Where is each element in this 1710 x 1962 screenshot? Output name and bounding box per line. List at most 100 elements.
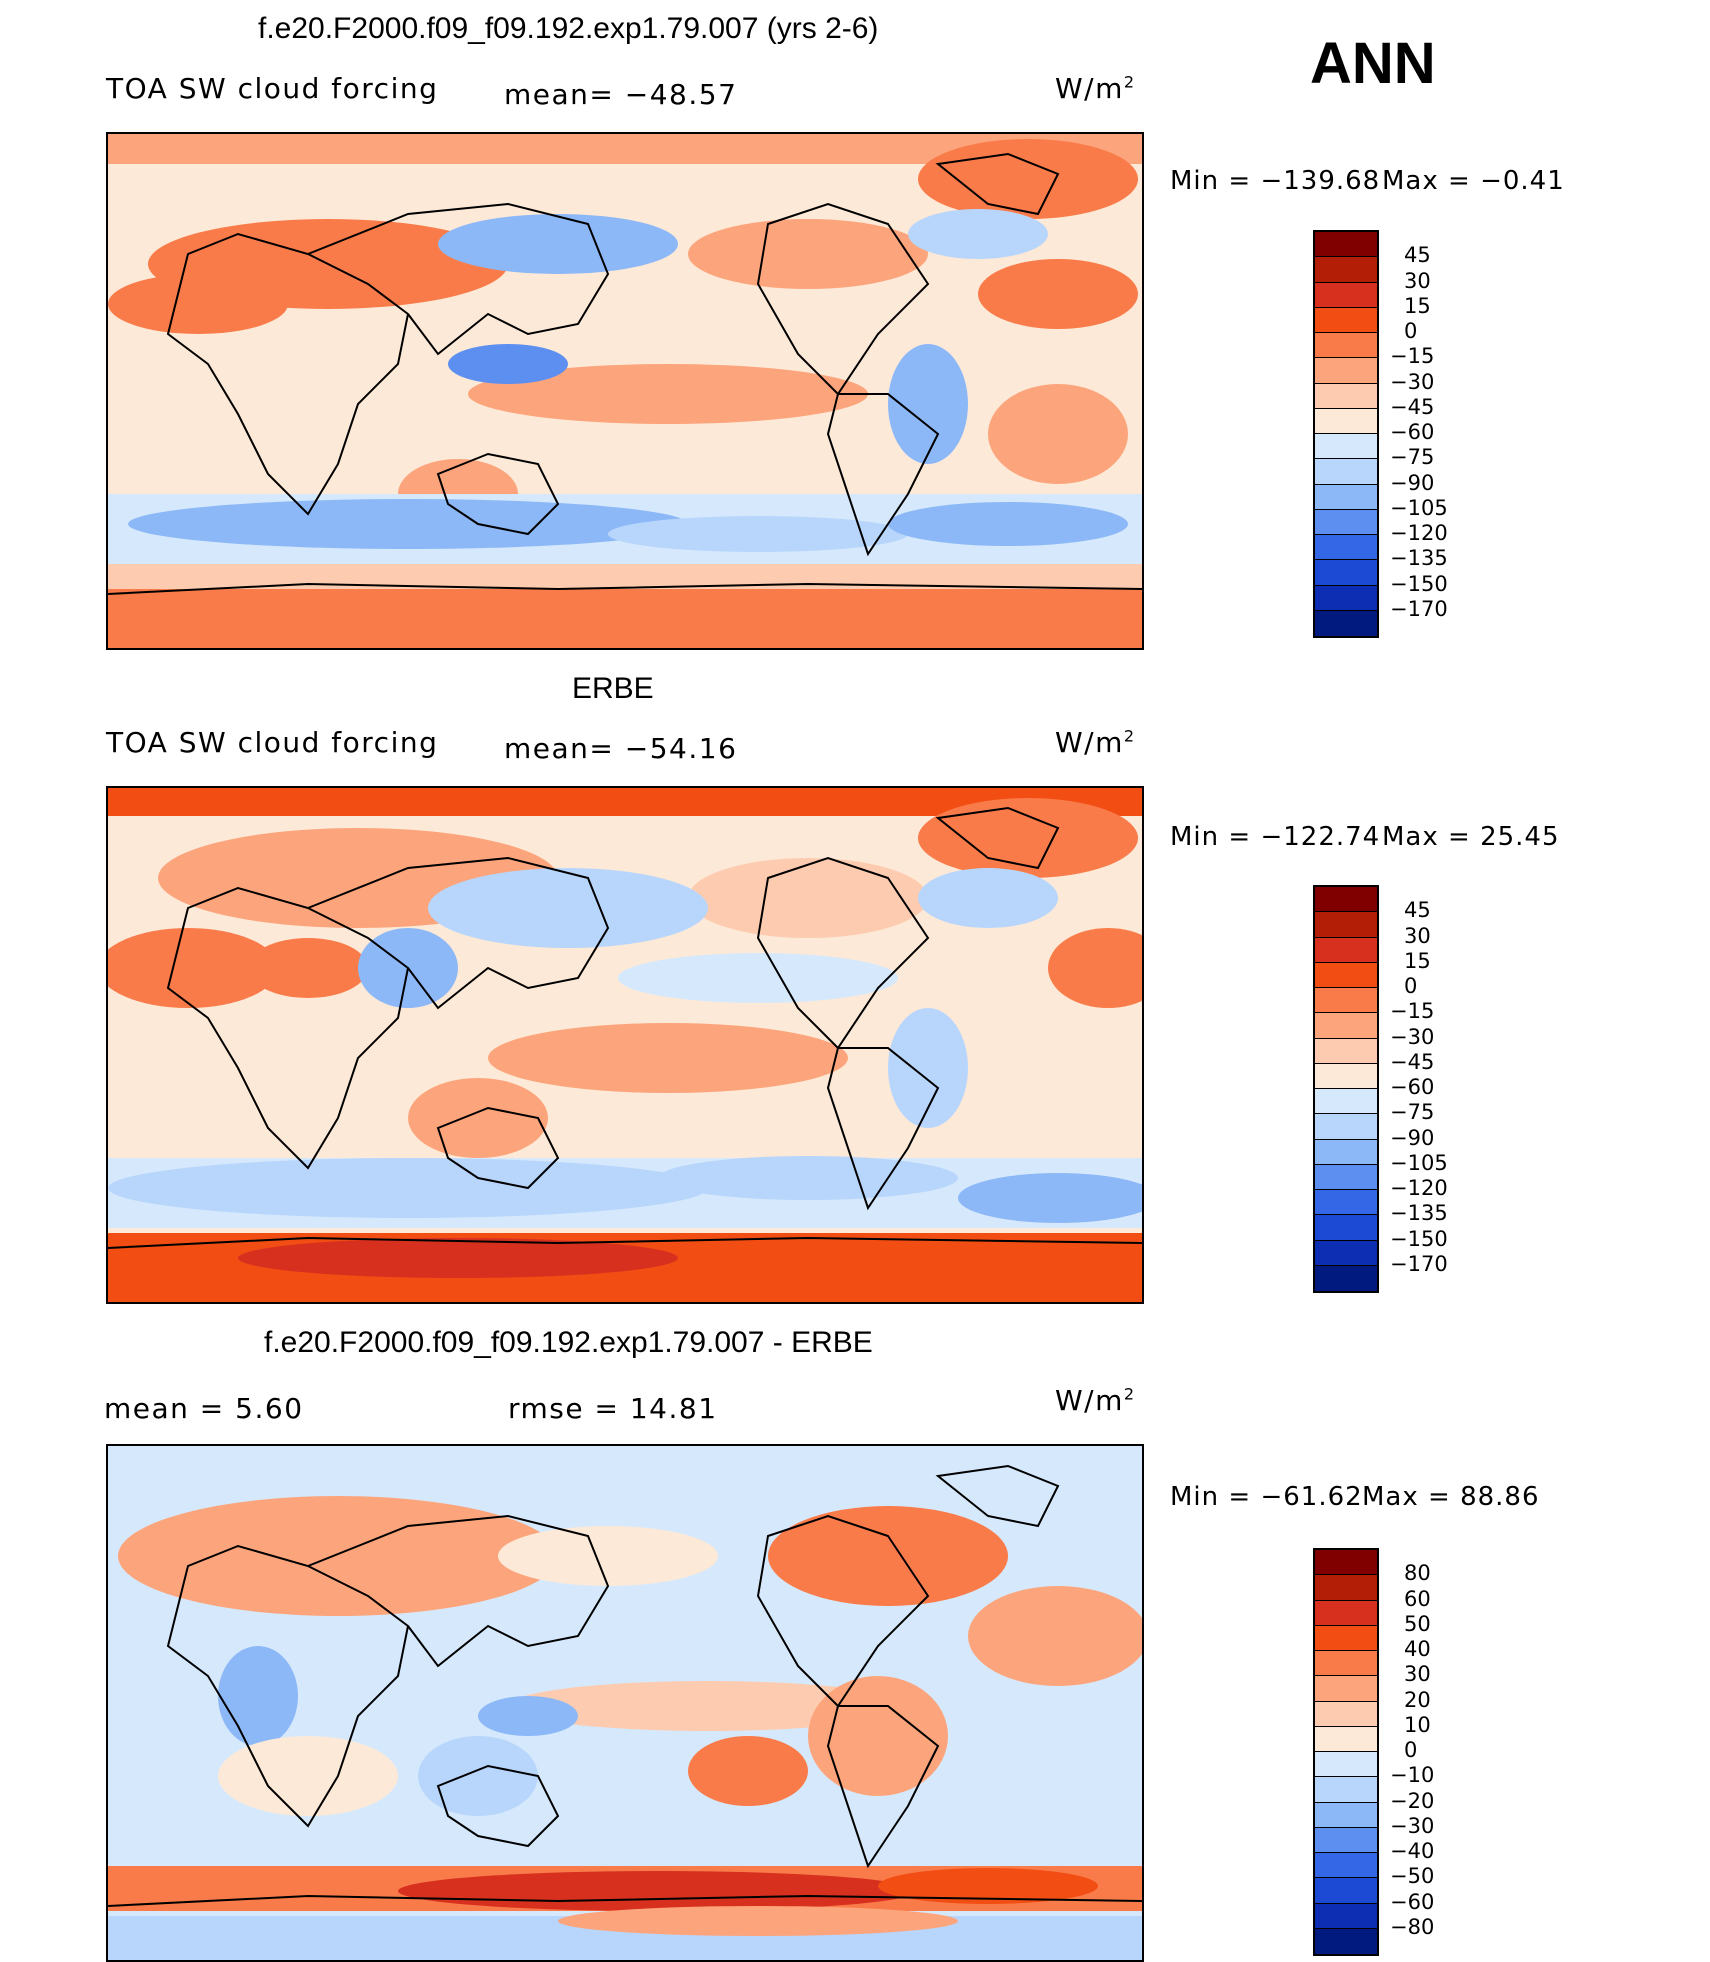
- colorbar-tick-label: 80: [1404, 1561, 1431, 1586]
- colorbar-tick-label: −135: [1390, 1201, 1448, 1226]
- panel2-mean: mean= −54.16: [504, 732, 738, 765]
- colorbar-tick-label: −15: [1390, 999, 1435, 1024]
- colorbar-tick-label: 0: [1404, 319, 1418, 343]
- colorbar-swatch: [1315, 1164, 1377, 1190]
- colorbar-tick-label: −60: [1390, 1075, 1435, 1099]
- colorbar-swatch: [1315, 1139, 1377, 1165]
- colorbar-swatch: [1315, 1013, 1377, 1039]
- colorbar-tick-label: −90: [1390, 1125, 1435, 1150]
- colorbar-swatch: [1315, 988, 1377, 1014]
- colorbar-swatch: [1315, 1827, 1377, 1853]
- colorbar-swatch: [1315, 1651, 1377, 1677]
- panel1-max: Max = −0.41: [1382, 166, 1565, 196]
- colorbar-swatch: [1315, 408, 1377, 434]
- panel3-colorbar: [1313, 1548, 1379, 1956]
- colorbar-swatch: [1315, 887, 1377, 913]
- colorbar-swatch: [1315, 383, 1377, 409]
- colorbar-swatch: [1315, 509, 1377, 535]
- colorbar-tick-label: 45: [1404, 898, 1431, 923]
- colorbar-tick-label: −75: [1390, 1100, 1435, 1125]
- colorbar-swatch: [1315, 1625, 1377, 1651]
- colorbar-swatch: [1315, 560, 1377, 586]
- colorbar-swatch: [1315, 358, 1377, 384]
- colorbar-tick-label: 30: [1404, 1662, 1431, 1687]
- panel2-map: [106, 786, 1144, 1304]
- panel1-units: W/m2: [1055, 72, 1136, 105]
- panel3-max: Max = 88.86: [1362, 1482, 1540, 1512]
- panel3-colorbar-ticks: 80 60 50 40 30 20 10 0 −10 −20 −30 −40 −50 −60 −80: [1390, 1548, 1490, 1956]
- colorbar-swatch: [1315, 1928, 1377, 1954]
- colorbar-swatch: [1315, 1701, 1377, 1727]
- colorbar-swatch: [1315, 459, 1377, 485]
- colorbar-tick-label: 10: [1404, 1712, 1431, 1737]
- panel2-colorbar-ticks: 45 30 15 0 −15 −30 −45 −60 −75 −90 −105 −120 −135 −15…: [1390, 885, 1490, 1293]
- colorbar-tick-label: 50: [1404, 1611, 1431, 1636]
- panel1-colorbar-ticks: 45 30 15 0 −15 −30 −45 −60 −75 −90 −105 −120 −135 −15…: [1390, 230, 1490, 638]
- colorbar-tick-label: −120: [1390, 1176, 1448, 1200]
- colorbar-tick-label: −15: [1390, 344, 1435, 369]
- panel1-variable: TOA SW cloud forcing: [106, 72, 439, 105]
- panel3-mean: mean = 5.60: [104, 1392, 304, 1425]
- colorbar-tick-label: −30: [1390, 369, 1435, 394]
- colorbar-tick-label: 40: [1404, 1637, 1431, 1661]
- colorbar-tick-label: 30: [1404, 268, 1431, 293]
- colorbar-tick-label: −50: [1390, 1864, 1435, 1889]
- colorbar-tick-label: −105: [1390, 1150, 1448, 1175]
- colorbar-tick-label: −45: [1390, 1049, 1435, 1074]
- colorbar-swatch: [1315, 1676, 1377, 1702]
- colorbar-tick-label: 45: [1404, 243, 1431, 268]
- colorbar-tick-label: −150: [1390, 1226, 1448, 1251]
- colorbar-swatch: [1315, 1114, 1377, 1140]
- colorbar-swatch: [1315, 1878, 1377, 1904]
- colorbar-tick-label: 60: [1404, 1586, 1431, 1611]
- colorbar-tick-label: 30: [1404, 923, 1431, 948]
- panel2-title: ERBE: [572, 672, 654, 705]
- panel3-map: [106, 1444, 1144, 1962]
- colorbar-tick-label: 0: [1404, 1738, 1418, 1762]
- colorbar-swatch: [1315, 585, 1377, 611]
- colorbar-tick-label: −170: [1390, 596, 1448, 621]
- colorbar-swatch: [1315, 1240, 1377, 1266]
- colorbar-tick-label: 20: [1404, 1687, 1431, 1712]
- colorbar-tick-label: −60: [1390, 420, 1435, 444]
- panel2-max: Max = 25.45: [1382, 822, 1560, 852]
- colorbar-swatch: [1315, 307, 1377, 333]
- colorbar-tick-label: −30: [1390, 1813, 1435, 1838]
- colorbar-swatch: [1315, 1777, 1377, 1803]
- colorbar-tick-label: −105: [1390, 495, 1448, 520]
- panel1-min: Min = −139.68: [1170, 166, 1381, 196]
- colorbar-swatch: [1315, 1038, 1377, 1064]
- colorbar-tick-label: 15: [1404, 293, 1431, 318]
- colorbar-swatch: [1315, 610, 1377, 636]
- colorbar-swatch: [1315, 912, 1377, 938]
- colorbar-tick-label: −30: [1390, 1024, 1435, 1049]
- colorbar-tick-label: −120: [1390, 521, 1448, 545]
- panel1-mean: mean= −48.57: [504, 78, 738, 111]
- colorbar-swatch: [1315, 1190, 1377, 1216]
- colorbar-swatch: [1315, 257, 1377, 283]
- colorbar-swatch: [1315, 962, 1377, 988]
- colorbar-tick-label: −20: [1390, 1788, 1435, 1813]
- panel2-colorbar: [1313, 885, 1379, 1293]
- panel1-colorbar: [1313, 230, 1379, 638]
- colorbar-swatch: [1315, 1575, 1377, 1601]
- colorbar-swatch: [1315, 937, 1377, 963]
- season-label: ANN: [1310, 31, 1436, 96]
- panel1-title: f.e20.F2000.f09_f09.192.exp1.79.007 (yrs…: [258, 12, 879, 45]
- colorbar-tick-label: −40: [1390, 1839, 1435, 1863]
- colorbar-tick-label: −10: [1390, 1763, 1435, 1788]
- colorbar-swatch: [1315, 484, 1377, 510]
- colorbar-swatch: [1315, 232, 1377, 258]
- colorbar-swatch: [1315, 1903, 1377, 1929]
- colorbar-swatch: [1315, 1853, 1377, 1879]
- colorbar-swatch: [1315, 434, 1377, 460]
- colorbar-swatch: [1315, 1089, 1377, 1115]
- panel2-variable: TOA SW cloud forcing: [106, 726, 439, 759]
- panel3-units: W/m2: [1055, 1384, 1136, 1417]
- colorbar-swatch: [1315, 1600, 1377, 1626]
- colorbar-swatch: [1315, 1752, 1377, 1778]
- colorbar-tick-label: −150: [1390, 571, 1448, 596]
- colorbar-tick-label: −80: [1390, 1914, 1435, 1939]
- panel3-title: f.e20.F2000.f09_f09.192.exp1.79.007 - ER…: [264, 1326, 873, 1359]
- panel3-rmse: rmse = 14.81: [508, 1392, 718, 1425]
